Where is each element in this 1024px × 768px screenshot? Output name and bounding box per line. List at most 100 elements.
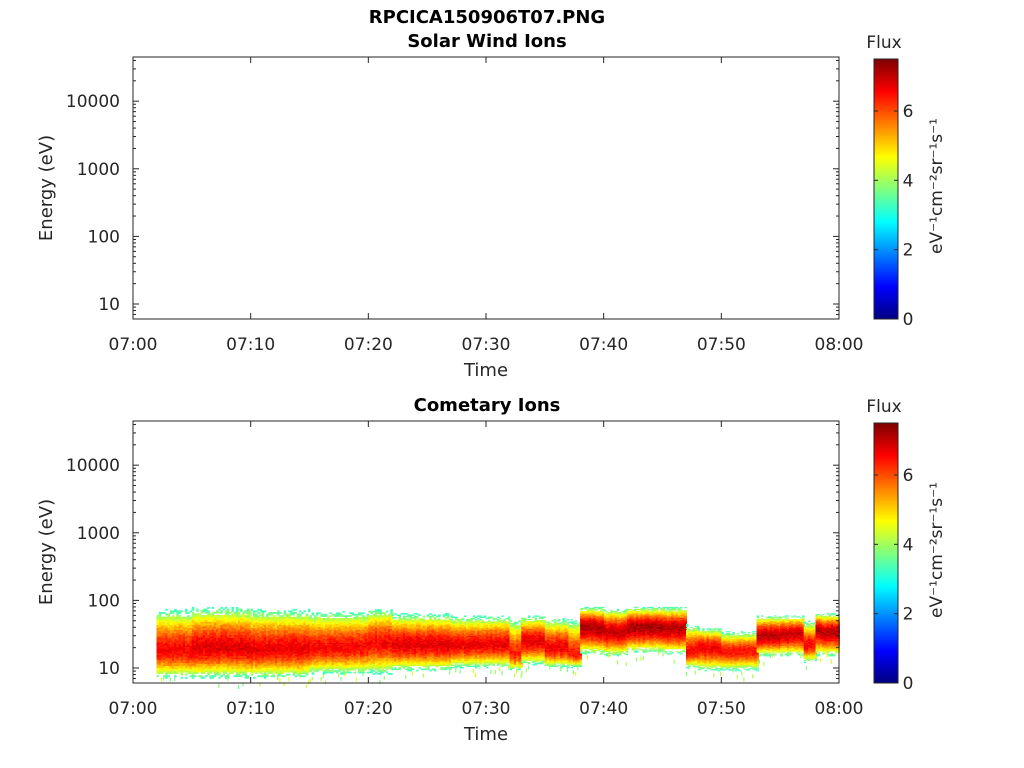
spectrogram-cell (198, 663, 201, 666)
spectrogram-cell (355, 642, 359, 645)
spectrogram-cell (407, 650, 410, 652)
spectrogram-cell (316, 612, 319, 614)
spectrogram-cell (409, 618, 412, 620)
spectrogram-cell (174, 654, 177, 657)
spectrogram-cell (158, 612, 162, 614)
spectrogram-cell (416, 659, 419, 661)
spectrogram-cell (174, 621, 177, 624)
spectrogram-cell (167, 654, 170, 657)
spectrogram-cell (198, 628, 201, 630)
spectrogram-cell (167, 642, 170, 644)
colorbar-step (874, 111, 898, 114)
spectrogram-cell (407, 618, 410, 620)
spectrogram-cell (409, 653, 412, 656)
spectrogram-cell (244, 655, 248, 658)
spectrogram-cell (338, 667, 341, 669)
spectrogram-cell (333, 632, 337, 635)
spectrogram-cell (394, 667, 397, 669)
spectrogram-cell (235, 646, 239, 648)
spectrogram-cell (301, 667, 304, 670)
spectrogram-cell (285, 634, 289, 637)
spectrogram-cell (396, 653, 399, 656)
spectrogram-cell (296, 673, 300, 676)
spectrogram-cell (316, 621, 319, 623)
spectrogram-cell (364, 658, 367, 661)
spectrogram-cell (394, 617, 397, 619)
spectrogram-cell (407, 647, 410, 649)
spectrogram-cell (294, 612, 298, 614)
spectrogram-cell (205, 621, 208, 624)
spectrogram-cell (320, 622, 323, 625)
spectrogram-cell (268, 653, 271, 656)
spectrogram-cell (259, 645, 262, 648)
spectrogram-cell (296, 651, 300, 654)
spectrogram-cell (405, 646, 408, 648)
spectrogram-cell (377, 616, 380, 619)
spectrogram-cell (313, 622, 317, 625)
spectrogram-cell (329, 639, 332, 642)
spectrogram-cell (351, 658, 354, 661)
spectrogram-cell (189, 645, 192, 648)
spectrogram-cell (322, 660, 326, 662)
spectrogram-cell (370, 671, 373, 674)
spectrogram-cell (191, 624, 195, 627)
spectrogram-cell (324, 629, 328, 632)
spectrogram-cell (194, 667, 197, 669)
spectrogram-cell (372, 656, 376, 659)
spectrogram-cell (409, 624, 412, 627)
spectrogram-cell (398, 636, 401, 639)
spectrogram-cell (200, 626, 204, 629)
spectrogram-cell (213, 662, 217, 665)
spectrogram-cell (268, 665, 271, 668)
spectrogram-cell (355, 667, 359, 669)
spectrogram-cell (372, 621, 376, 624)
spectrogram-cell (220, 649, 223, 652)
spectrogram-cell (185, 670, 188, 673)
spectrogram-cell (266, 632, 269, 635)
spectrogram-cell (292, 626, 295, 629)
spectrogram-cell (285, 613, 289, 616)
spectrogram-cell (196, 618, 199, 621)
spectrogram-cell (160, 616, 164, 619)
spectrogram-cell (331, 623, 334, 626)
spectrogram-cell (213, 673, 217, 676)
spectrogram-cell (416, 656, 419, 659)
spectrogram-cell (281, 624, 284, 627)
spectrogram-cell (198, 644, 201, 647)
spectrogram-cell (335, 619, 339, 622)
spectrogram-cell (240, 616, 243, 619)
spectrogram-cell (211, 650, 215, 653)
spectrogram-cell (402, 659, 406, 661)
spectrogram-cell (377, 639, 380, 642)
spectrogram-cell (357, 657, 361, 659)
spectrogram-cell (169, 616, 173, 619)
spectrogram-cell (259, 616, 262, 619)
spectrogram-cell (255, 621, 258, 624)
spectrogram-cell (263, 623, 267, 625)
spectrogram-cell (231, 652, 234, 655)
spectrogram-cell (383, 632, 387, 634)
spectrogram-cell (313, 668, 317, 671)
spectrogram-cell (272, 653, 276, 656)
spectrogram-cell (320, 649, 323, 652)
spectrogram-cell (191, 634, 195, 637)
spectrogram-cell (316, 629, 319, 632)
spectrogram-cell (240, 662, 243, 665)
spectrogram-cell (333, 639, 337, 642)
spectrogram-cell (331, 647, 334, 649)
spectrogram-cell (194, 657, 197, 660)
spectrogram-cell (296, 624, 300, 627)
spectrogram-cell (379, 670, 382, 672)
spectrogram-cell (391, 635, 395, 638)
spectrogram-cell (288, 648, 291, 651)
spectrogram-cell (338, 642, 341, 645)
spectrogram-cell (244, 676, 248, 679)
spectrogram-cell (240, 675, 243, 678)
spectrogram-cell (388, 636, 391, 639)
spectrogram-cell (250, 670, 254, 673)
spectrogram-cell (165, 670, 168, 673)
spectrogram-cell (231, 615, 234, 617)
spectrogram-cell (390, 657, 393, 660)
spectrogram-cell (220, 665, 223, 668)
spectrogram-cell (198, 668, 201, 671)
